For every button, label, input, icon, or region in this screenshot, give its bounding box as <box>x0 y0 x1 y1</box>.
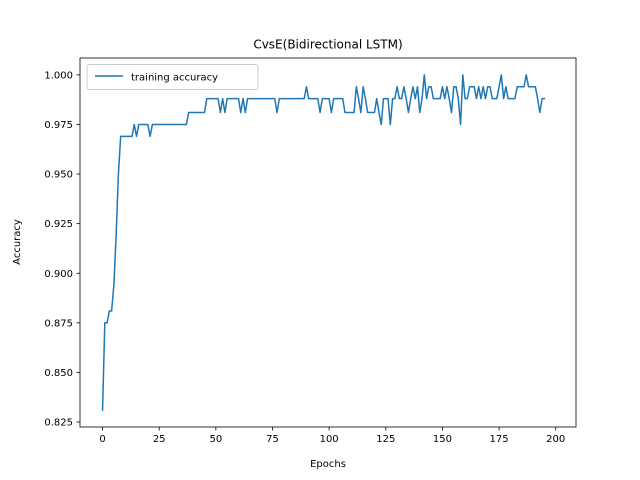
y-tick-label: 0.825 <box>44 418 73 429</box>
x-tick-label: 100 <box>320 434 339 445</box>
axes <box>79 57 577 428</box>
x-tick-label: 175 <box>490 434 509 445</box>
series-line-training-accuracy <box>101 74 546 411</box>
y-axis-title: Accuracy <box>12 219 23 265</box>
x-tick-label: 150 <box>433 434 452 445</box>
x-axis-title: Epochs <box>310 459 346 470</box>
x-tick-label: 25 <box>153 434 166 445</box>
y-tick-label: 0.900 <box>44 269 73 280</box>
x-tick-label: 200 <box>546 434 565 445</box>
y-tick-label: 1.000 <box>44 70 73 81</box>
plot-area <box>101 74 546 411</box>
y-tick-label: 0.875 <box>44 318 73 329</box>
legend-label-training-accuracy: training accuracy <box>131 73 218 84</box>
x-tick-label: 75 <box>266 434 279 445</box>
y-tick-label: 0.975 <box>44 120 73 131</box>
chart-title: CvsE(Bidirectional LSTM) <box>253 38 402 52</box>
x-tick-label: 125 <box>376 434 395 445</box>
axes-frame <box>79 57 577 428</box>
ticks: 0 25 50 75 100 125 150 175 200 0.825 0.850 0.875 0.9… <box>44 70 565 445</box>
legend-box <box>86 64 259 90</box>
y-tick-label: 0.925 <box>44 219 73 230</box>
x-tick-label: 50 <box>209 434 222 445</box>
y-tick-label: 0.850 <box>44 368 73 379</box>
x-tick-label: 0 <box>99 434 105 445</box>
y-tick-label: 0.950 <box>44 170 73 181</box>
legend: training accuracy <box>86 64 259 90</box>
